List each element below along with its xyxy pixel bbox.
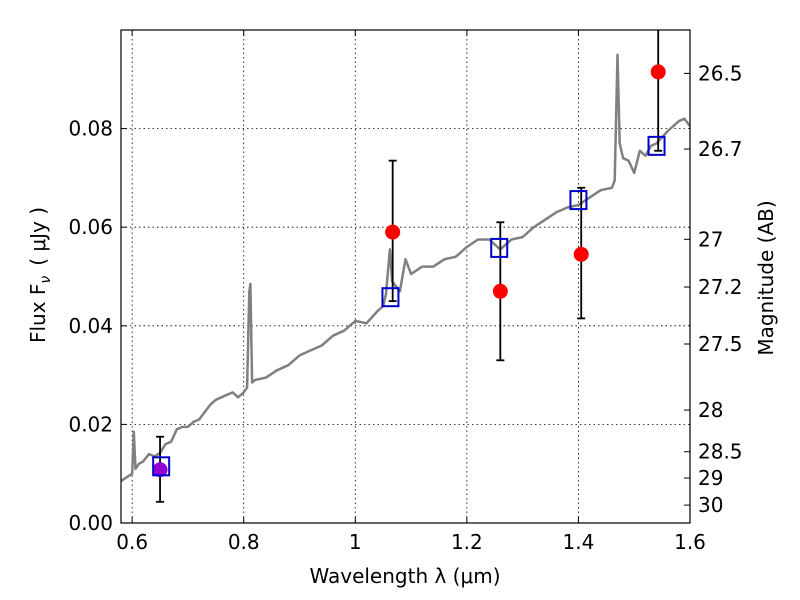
right-tick-label: 30 — [698, 493, 723, 517]
y-tick-label: 0.08 — [68, 117, 113, 141]
grid-lines — [121, 30, 691, 524]
y-tick-label: 0.00 — [68, 511, 113, 535]
y-axis-title-subscript: ν — [38, 276, 54, 284]
observed-point — [385, 224, 401, 240]
right-tick-label: 28.5 — [698, 440, 743, 464]
y-tick-label: 0.04 — [68, 314, 113, 338]
observed-point — [650, 64, 666, 80]
y-tick-label: 0.02 — [68, 412, 113, 436]
model-box-marker — [381, 287, 400, 308]
model-box-marker — [647, 135, 666, 156]
x-tick-label: 0.6 — [116, 530, 148, 554]
right-axis-title: Magnitude (AB) — [754, 200, 778, 355]
y-axis-title-unit: ( μJy ) — [26, 207, 50, 266]
model-spectrum-line — [120, 53, 691, 483]
right-tick-label: 28 — [698, 398, 723, 422]
y-tick-label: 0.06 — [68, 215, 113, 239]
observed-point — [492, 283, 508, 299]
y-axis-title-main: Flux F — [26, 284, 50, 343]
y-axis-ticks: 0.00 0.02 0.04 0.06 0.08 — [68, 117, 127, 535]
observed-point-layer — [152, 64, 666, 478]
model-box-marker — [569, 190, 588, 211]
model-box-marker — [152, 456, 171, 477]
x-tick-label: 1 — [349, 530, 362, 554]
right-axis-ticks: 26.5 26.7 27 27.2 27.5 28 28.529 30 — [684, 61, 743, 517]
y-axis-title: Flux Fν ( μJy ) — [26, 207, 54, 343]
model-box-marker — [490, 237, 509, 258]
right-tick-label: 26.7 — [698, 137, 743, 161]
x-tick-label: 1.2 — [451, 530, 483, 554]
right-tick-label: 29 — [698, 466, 723, 490]
plot-frame — [120, 29, 691, 524]
x-axis-ticks: 0.6 0.8 1 1.2 1.4 1.6 — [116, 30, 706, 554]
x-tick-label: 0.8 — [228, 530, 260, 554]
right-tick-label: 27.5 — [698, 332, 743, 356]
observed-point — [152, 462, 168, 478]
right-tick-label: 27.2 — [698, 275, 743, 299]
right-tick-label: 27 — [698, 227, 723, 251]
observed-point — [573, 246, 589, 262]
x-tick-label: 1.4 — [563, 530, 595, 554]
x-axis-title: Wavelength λ (μm) — [309, 564, 500, 588]
model-spectrum-layer — [120, 53, 691, 483]
right-tick-label: 26.5 — [698, 61, 743, 85]
x-tick-label: 1.6 — [674, 530, 706, 554]
